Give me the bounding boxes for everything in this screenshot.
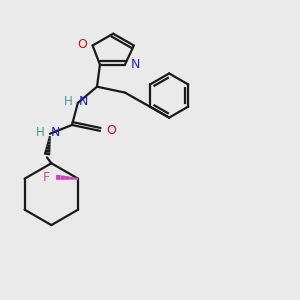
Text: O: O — [77, 38, 87, 51]
Text: N: N — [130, 58, 140, 71]
Text: H: H — [64, 95, 73, 108]
Text: N: N — [50, 126, 60, 139]
Text: O: O — [106, 124, 116, 137]
Text: H: H — [36, 126, 45, 139]
Text: N: N — [79, 95, 88, 108]
Text: F: F — [43, 171, 50, 184]
